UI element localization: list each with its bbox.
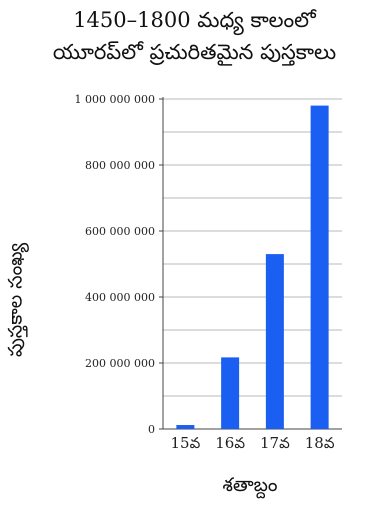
x-tick-label: 16వ	[215, 434, 245, 452]
bar	[265, 254, 284, 429]
bar	[176, 425, 195, 429]
y-tick-label: 1 000 000 000	[75, 93, 155, 106]
chart-subtitle: యూరప్‌లో ప్రచురితమైన పుస్తకాలు	[52, 40, 337, 64]
bar	[310, 105, 329, 429]
x-tick-label: 18వ	[305, 434, 335, 452]
y-tick-label: 600 000 000	[85, 225, 155, 238]
y-tick-label: 400 000 000	[85, 291, 155, 304]
y-tick-label: 200 000 000	[85, 357, 155, 370]
x-tick-label: 15వ	[170, 434, 200, 452]
x-axis-label: శతాబ్దం	[222, 474, 278, 496]
bar	[221, 357, 240, 429]
x-tick-label: 17వ	[260, 434, 290, 452]
y-tick-label: 0	[148, 423, 155, 436]
chart-title: 1450–1800 మధ్య కాలంలో	[73, 8, 316, 32]
y-tick-label: 800 000 000	[85, 159, 155, 172]
